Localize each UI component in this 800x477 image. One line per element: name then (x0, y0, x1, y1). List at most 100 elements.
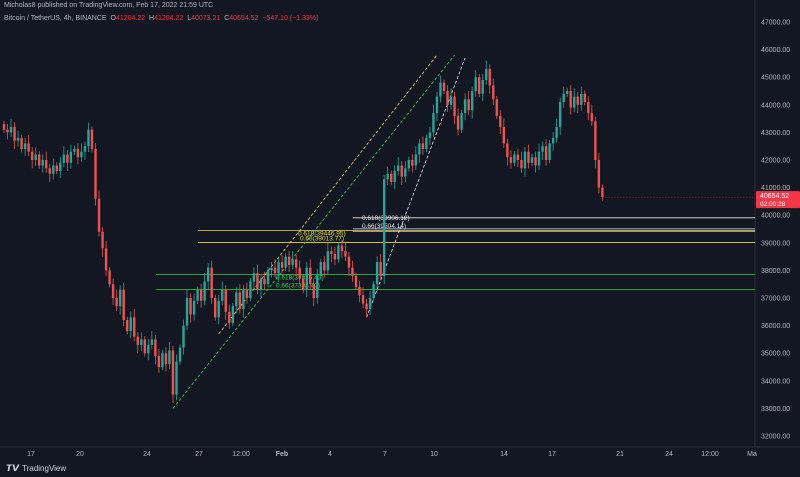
candle-body (597, 160, 601, 188)
tradingview-logo[interactable]: 𝙏𝙑 TradingView (6, 463, 66, 474)
y-tick-label: 33000.00 (761, 406, 790, 413)
candle-body (587, 102, 590, 114)
candle-body (456, 115, 460, 130)
candle-body (302, 278, 305, 290)
candle-body (520, 160, 523, 169)
candle-body (284, 256, 287, 268)
candle-body (287, 256, 291, 265)
y-tick-label: 44000.00 (761, 102, 790, 109)
candle-body (30, 151, 34, 160)
candle-body (147, 344, 150, 354)
candle-body (298, 267, 301, 279)
trendline (218, 54, 438, 335)
candle-body (136, 336, 139, 345)
candle-body (558, 102, 562, 127)
fib-level-label: 0.66(37304.47) (276, 283, 320, 290)
candle-body (309, 267, 312, 285)
candle-body (252, 273, 256, 282)
candle-body (55, 165, 58, 172)
candle-body (27, 143, 30, 152)
candle-body (101, 231, 104, 249)
candle-body (316, 275, 319, 298)
y-tick-label: 40000.00 (761, 213, 790, 220)
candle-body (175, 361, 178, 395)
candle-body (73, 148, 76, 152)
candle-body (601, 187, 604, 198)
candle-body (502, 126, 506, 144)
candle-body (38, 154, 41, 166)
candle-body (379, 262, 382, 276)
candle-body (164, 353, 168, 365)
candle-body (16, 137, 20, 141)
candle-body (544, 146, 548, 160)
candle-body (185, 298, 189, 326)
candle-body (460, 113, 463, 130)
candle-body (168, 350, 171, 365)
candle-body (411, 160, 414, 166)
candle-body (9, 126, 13, 133)
open-value: 41204.22 (115, 15, 146, 22)
candle-body (129, 317, 132, 332)
y-tick-label: 47000.00 (761, 20, 790, 27)
candle-body (576, 96, 579, 105)
x-tick-label: 17 (548, 451, 556, 458)
tradingview-logo-icon: 𝙏𝙑 (6, 463, 20, 473)
fib-level-label: 0.618(39446.95) (298, 230, 346, 237)
candle-body (13, 126, 16, 141)
candle-body (509, 157, 513, 163)
y-tick-label: 32000.00 (761, 434, 790, 441)
candle-body (90, 129, 94, 149)
candle-body (354, 275, 358, 287)
candle-body (534, 157, 537, 166)
price-tag-countdown: 02:00:28 (760, 201, 786, 208)
candle-body (319, 262, 322, 276)
candle-body (439, 82, 442, 97)
high-value: 41204.22 (154, 15, 184, 22)
candle-body (548, 143, 551, 160)
candle-body (453, 96, 456, 116)
y-tick-label: 34000.00 (761, 378, 790, 385)
y-tick-label: 45000.00 (761, 75, 790, 82)
x-tick-label: Ma (747, 451, 757, 458)
candle-body (94, 148, 97, 199)
candle-body (361, 295, 365, 304)
candle-body (133, 317, 136, 337)
candle-body (425, 137, 428, 149)
candle-body (499, 115, 502, 127)
candle-body (495, 99, 498, 116)
candle-body (2, 124, 6, 130)
candle-body (34, 154, 37, 160)
candle-body (238, 292, 242, 310)
candle-body (442, 82, 446, 91)
low-value: 40073.21 (191, 15, 221, 22)
x-tick-label: 14 (500, 451, 508, 458)
candle-body (189, 298, 192, 315)
candle-body (428, 132, 432, 138)
candle-body (337, 245, 340, 260)
candle-body (449, 96, 453, 105)
candle-body (340, 245, 344, 252)
symbol-title[interactable]: Bitcoin / TetherUS, 4h, BINANCE (4, 15, 107, 22)
y-tick-label: 43000.00 (761, 130, 790, 137)
candle-body (404, 168, 407, 177)
candle-body (344, 251, 347, 257)
candle-body (305, 267, 308, 290)
candle-body (108, 270, 111, 285)
candle-body (23, 143, 27, 149)
candle-body (400, 165, 403, 177)
candle-body (358, 286, 361, 296)
high-label: H (149, 15, 155, 22)
x-tick-label: 17 (27, 451, 35, 458)
candle-body (273, 267, 277, 274)
candle-body (235, 292, 238, 307)
y-tick-label: 41000.00 (761, 185, 790, 192)
candle-body (228, 311, 231, 323)
candle-body (140, 339, 143, 345)
candle-body (326, 251, 330, 271)
candle-body (97, 198, 101, 232)
candle-body (196, 289, 199, 301)
candle-body (372, 284, 375, 298)
y-tick-label: 42000.00 (761, 158, 790, 165)
candle-body (59, 162, 62, 172)
